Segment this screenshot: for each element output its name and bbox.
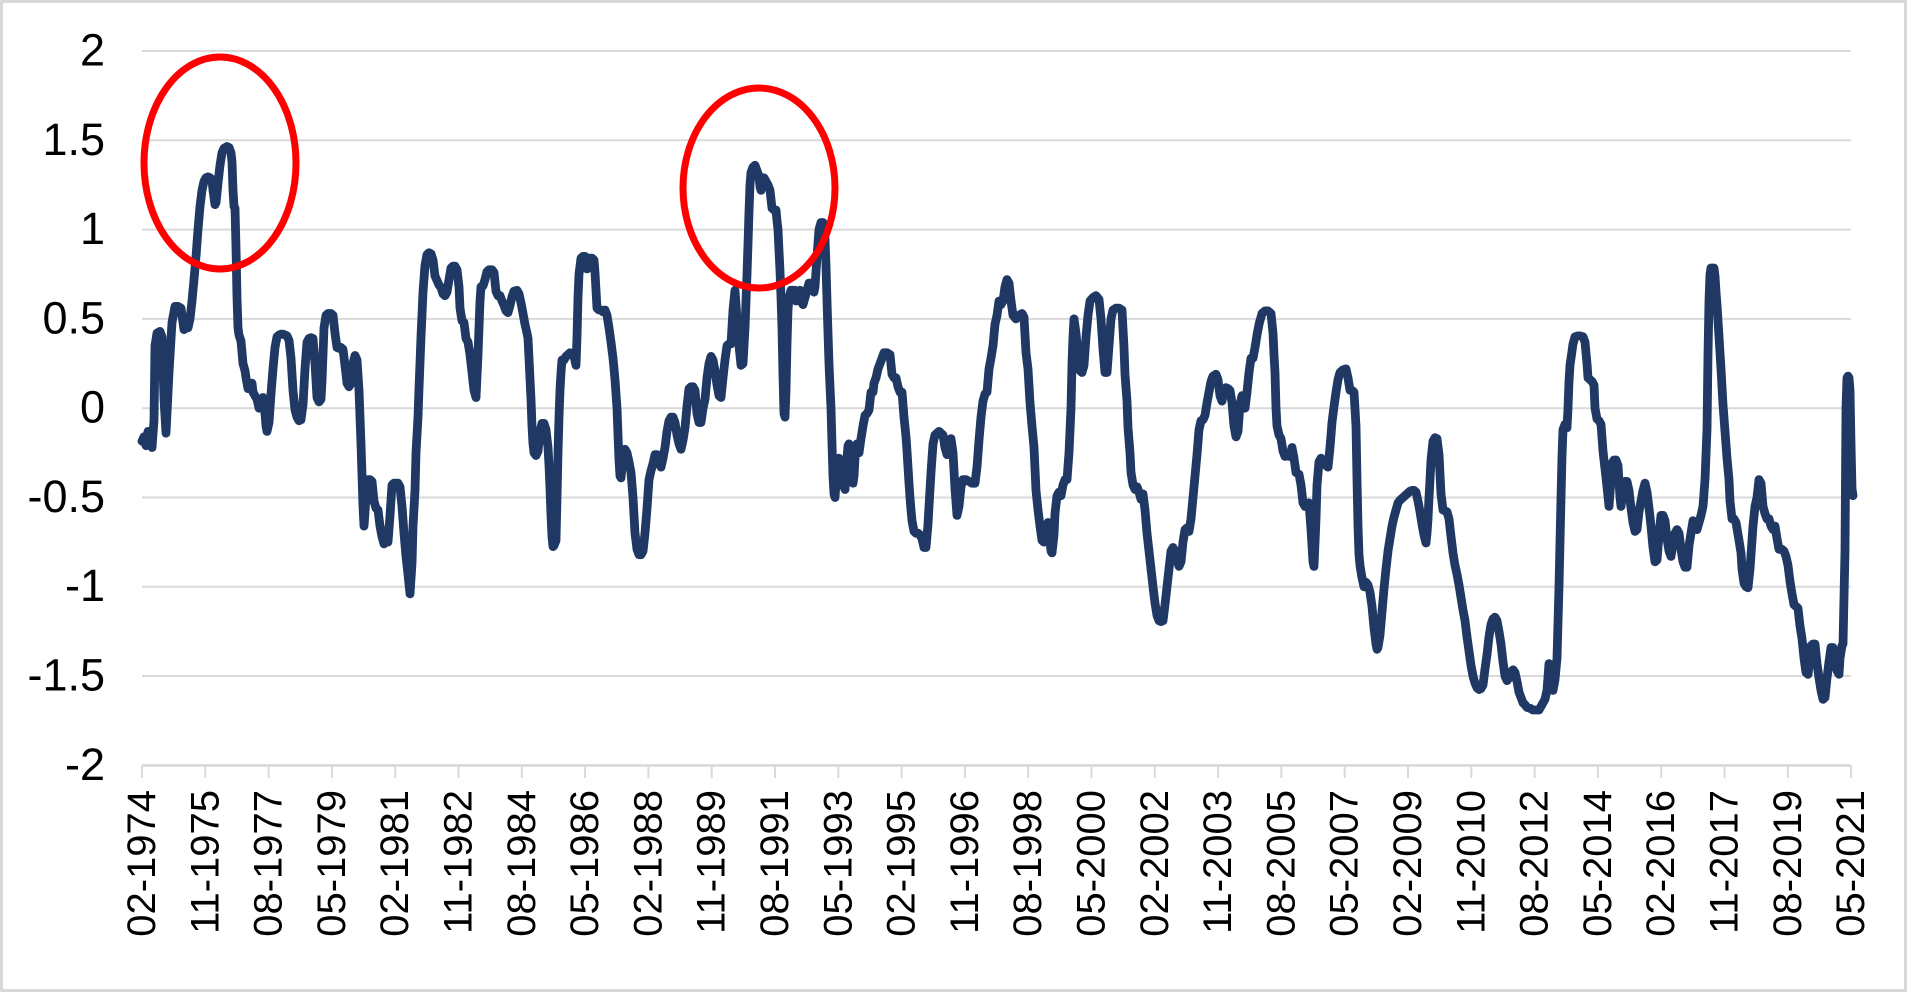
svg-text:02-1988: 02-1988 bbox=[626, 790, 670, 937]
svg-text:08-1998: 08-1998 bbox=[1006, 790, 1050, 937]
svg-text:1.5: 1.5 bbox=[42, 114, 105, 165]
svg-text:1: 1 bbox=[80, 203, 105, 254]
svg-text:2: 2 bbox=[80, 25, 105, 76]
svg-text:11-1975: 11-1975 bbox=[183, 790, 227, 934]
svg-text:-2: -2 bbox=[65, 739, 105, 790]
svg-text:02-2016: 02-2016 bbox=[1639, 790, 1683, 937]
svg-text:05-1979: 05-1979 bbox=[310, 790, 354, 937]
svg-text:08-2012: 08-2012 bbox=[1513, 790, 1557, 937]
svg-text:08-2019: 08-2019 bbox=[1766, 790, 1810, 937]
svg-text:08-1977: 08-1977 bbox=[247, 790, 291, 937]
svg-text:11-1982: 11-1982 bbox=[437, 790, 481, 934]
svg-text:02-2002: 02-2002 bbox=[1133, 790, 1177, 937]
svg-text:11-1989: 11-1989 bbox=[690, 790, 734, 934]
svg-text:05-2021: 05-2021 bbox=[1829, 790, 1873, 937]
svg-text:05-1993: 05-1993 bbox=[816, 790, 860, 937]
svg-text:0.5: 0.5 bbox=[42, 292, 105, 343]
svg-text:05-2007: 05-2007 bbox=[1323, 790, 1367, 937]
svg-text:05-1986: 05-1986 bbox=[563, 790, 607, 937]
svg-text:-1.5: -1.5 bbox=[27, 650, 105, 701]
svg-text:08-1984: 08-1984 bbox=[500, 790, 544, 937]
svg-text:11-2010: 11-2010 bbox=[1449, 790, 1493, 934]
svg-text:02-1995: 02-1995 bbox=[880, 790, 924, 937]
svg-text:08-2005: 08-2005 bbox=[1259, 790, 1303, 937]
svg-text:08-1991: 08-1991 bbox=[753, 790, 797, 937]
svg-text:05-2000: 05-2000 bbox=[1070, 790, 1114, 937]
svg-text:05-2014: 05-2014 bbox=[1576, 790, 1620, 937]
svg-text:11-2017: 11-2017 bbox=[1703, 790, 1747, 934]
svg-text:02-2009: 02-2009 bbox=[1386, 790, 1430, 937]
svg-text:-1: -1 bbox=[65, 560, 105, 611]
svg-text:-0.5: -0.5 bbox=[27, 471, 105, 522]
svg-text:11-1996: 11-1996 bbox=[943, 790, 987, 934]
svg-text:11-2003: 11-2003 bbox=[1196, 790, 1240, 934]
svg-text:0: 0 bbox=[80, 382, 105, 433]
svg-text:02-1981: 02-1981 bbox=[373, 790, 417, 937]
svg-text:02-1974: 02-1974 bbox=[120, 790, 164, 937]
